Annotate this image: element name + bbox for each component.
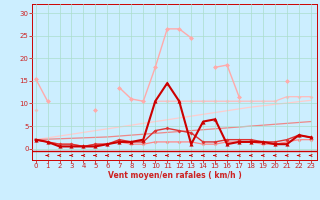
X-axis label: Vent moyen/en rafales ( km/h ): Vent moyen/en rafales ( km/h ) <box>108 171 241 180</box>
